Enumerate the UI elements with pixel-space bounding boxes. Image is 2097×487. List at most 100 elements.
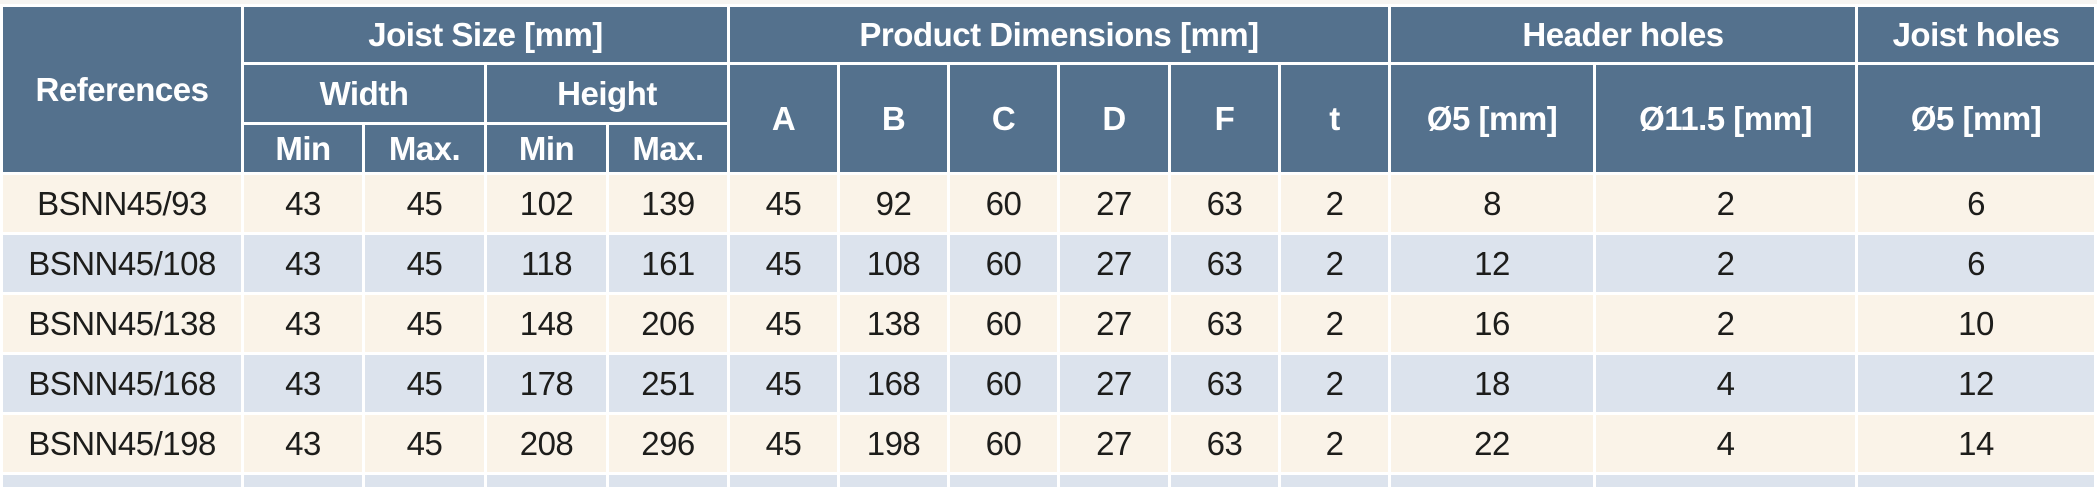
table-row: BSNN45/108 43 45 118 161 45 108 60 27 63… <box>3 235 2095 292</box>
column-header-b: B <box>840 65 947 172</box>
data-cell: 45 <box>365 175 484 232</box>
data-cell <box>1596 475 1856 487</box>
data-cell: 45 <box>730 295 837 352</box>
column-subgroup-height: Height <box>487 65 727 122</box>
column-group-joist-size: Joist Size [mm] <box>244 7 727 62</box>
data-cell: 108 <box>840 235 947 292</box>
data-cell: 63 <box>1171 295 1278 352</box>
data-cell: 43 <box>244 175 362 232</box>
data-cell: 2 <box>1281 175 1389 232</box>
data-cell: 60 <box>950 415 1057 472</box>
column-group-header-holes: Header holes <box>1391 7 1856 62</box>
data-cell <box>1391 475 1594 487</box>
top-margin-strip <box>0 0 2097 4</box>
data-cell: 45 <box>365 295 484 352</box>
data-cell: 43 <box>244 415 362 472</box>
data-cell <box>1171 475 1278 487</box>
column-header-c: C <box>950 65 1057 172</box>
column-header-width-min: Min <box>244 125 362 172</box>
column-header-joist-holes-d5: Ø5 [mm] <box>1858 65 2095 172</box>
data-cell: 2 <box>1281 415 1389 472</box>
data-cell <box>730 475 837 487</box>
column-header-width-max: Max. <box>365 125 484 172</box>
column-header-header-holes-d11-5: Ø11.5 [mm] <box>1596 65 1856 172</box>
data-cell: 16 <box>1391 295 1594 352</box>
data-cell: 2 <box>1281 295 1389 352</box>
column-header-header-holes-d5: Ø5 [mm] <box>1391 65 1594 172</box>
reference-cell: BSNN45/93 <box>3 175 241 232</box>
data-cell: 18 <box>1391 355 1594 412</box>
data-cell: 296 <box>609 415 727 472</box>
data-cell: 63 <box>1171 355 1278 412</box>
table-row: BSNN45/93 43 45 102 139 45 92 60 27 63 2… <box>3 175 2095 232</box>
data-cell: 45 <box>365 355 484 412</box>
data-cell <box>1060 475 1168 487</box>
column-subgroup-width: Width <box>244 65 484 122</box>
data-cell <box>609 475 727 487</box>
column-group-joist-holes: Joist holes <box>1858 7 2095 62</box>
data-cell <box>1858 475 2095 487</box>
reference-cell: BSNN45/108 <box>3 235 241 292</box>
reference-cell: BSNN45/198 <box>3 415 241 472</box>
data-cell: 92 <box>840 175 947 232</box>
data-cell: 178 <box>487 355 606 412</box>
data-cell <box>365 475 484 487</box>
data-cell: 63 <box>1171 415 1278 472</box>
data-cell: 2 <box>1281 355 1389 412</box>
data-cell: 139 <box>609 175 727 232</box>
table-row-partial <box>3 475 2095 487</box>
column-header-t: t <box>1281 65 1389 172</box>
data-cell: 27 <box>1060 175 1168 232</box>
data-cell <box>1281 475 1389 487</box>
table-body: BSNN45/93 43 45 102 139 45 92 60 27 63 2… <box>3 175 2095 487</box>
data-cell: 43 <box>244 355 362 412</box>
data-cell: 63 <box>1171 175 1278 232</box>
data-cell: 60 <box>950 355 1057 412</box>
data-cell: 6 <box>1858 235 2095 292</box>
data-cell: 12 <box>1858 355 2095 412</box>
column-header-a: A <box>730 65 837 172</box>
joist-hanger-spec-table: References Joist Size [mm] Product Dimen… <box>0 4 2097 487</box>
data-cell: 138 <box>840 295 947 352</box>
data-cell: 2 <box>1281 235 1389 292</box>
data-cell: 102 <box>487 175 606 232</box>
table-header: References Joist Size [mm] Product Dimen… <box>3 7 2095 172</box>
data-cell: 60 <box>950 235 1057 292</box>
data-cell <box>950 475 1057 487</box>
data-cell: 43 <box>244 295 362 352</box>
data-cell: 60 <box>950 295 1057 352</box>
data-cell: 118 <box>487 235 606 292</box>
table-row: BSNN45/168 43 45 178 251 45 168 60 27 63… <box>3 355 2095 412</box>
data-cell: 45 <box>730 355 837 412</box>
data-cell: 4 <box>1596 355 1856 412</box>
data-cell: 2 <box>1596 175 1856 232</box>
data-cell <box>487 475 606 487</box>
column-header-height-min: Min <box>487 125 606 172</box>
data-cell: 4 <box>1596 415 1856 472</box>
data-cell: 168 <box>840 355 947 412</box>
data-cell: 8 <box>1391 175 1594 232</box>
data-cell <box>840 475 947 487</box>
column-header-f: F <box>1171 65 1278 172</box>
data-cell: 27 <box>1060 415 1168 472</box>
column-group-product-dimensions: Product Dimensions [mm] <box>730 7 1389 62</box>
data-cell: 2 <box>1596 295 1856 352</box>
data-cell: 6 <box>1858 175 2095 232</box>
data-cell: 148 <box>487 295 606 352</box>
reference-cell: BSNN45/138 <box>3 295 241 352</box>
data-cell: 45 <box>365 235 484 292</box>
data-cell: 12 <box>1391 235 1594 292</box>
data-cell: 43 <box>244 235 362 292</box>
data-cell: 22 <box>1391 415 1594 472</box>
data-cell <box>244 475 362 487</box>
data-cell: 208 <box>487 415 606 472</box>
column-header-references: References <box>3 7 241 172</box>
column-header-height-max: Max. <box>609 125 727 172</box>
table-row: BSNN45/138 43 45 148 206 45 138 60 27 63… <box>3 295 2095 352</box>
data-cell: 27 <box>1060 235 1168 292</box>
table-row: BSNN45/198 43 45 208 296 45 198 60 27 63… <box>3 415 2095 472</box>
data-cell: 27 <box>1060 355 1168 412</box>
data-cell: 63 <box>1171 235 1278 292</box>
reference-cell <box>3 475 241 487</box>
